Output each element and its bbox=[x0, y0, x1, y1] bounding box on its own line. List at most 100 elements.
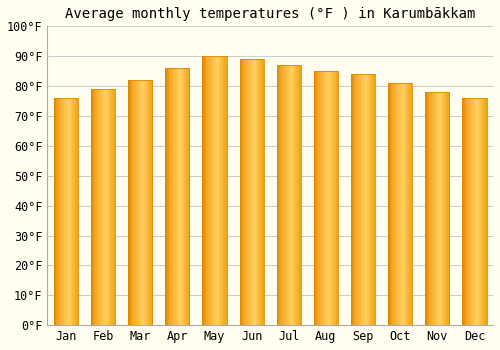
Bar bbox=[470, 98, 472, 325]
Bar bbox=[462, 98, 486, 325]
Bar bbox=[172, 68, 173, 325]
Bar bbox=[134, 80, 135, 325]
Bar bbox=[133, 80, 134, 325]
Bar bbox=[292, 65, 293, 325]
Bar bbox=[188, 68, 189, 325]
Bar bbox=[213, 56, 214, 325]
Bar bbox=[324, 71, 326, 325]
Bar bbox=[94, 89, 96, 325]
Bar bbox=[329, 71, 330, 325]
Bar bbox=[426, 92, 450, 325]
Bar bbox=[388, 83, 412, 325]
Bar bbox=[287, 65, 288, 325]
Bar bbox=[114, 89, 116, 325]
Bar bbox=[75, 98, 76, 325]
Bar bbox=[60, 98, 62, 325]
Bar bbox=[128, 80, 129, 325]
Bar bbox=[469, 98, 470, 325]
Bar bbox=[276, 65, 278, 325]
Bar bbox=[388, 83, 389, 325]
Bar bbox=[202, 56, 203, 325]
Bar bbox=[262, 59, 263, 325]
Bar bbox=[368, 74, 369, 325]
Bar bbox=[400, 83, 401, 325]
Bar bbox=[179, 68, 180, 325]
Bar bbox=[226, 56, 227, 325]
Bar bbox=[295, 65, 296, 325]
Bar bbox=[137, 80, 138, 325]
Bar bbox=[255, 59, 256, 325]
Bar bbox=[172, 68, 174, 325]
Bar bbox=[480, 98, 481, 325]
Bar bbox=[370, 74, 372, 325]
Bar bbox=[332, 71, 334, 325]
Bar bbox=[260, 59, 262, 325]
Bar bbox=[178, 68, 179, 325]
Bar bbox=[436, 92, 438, 325]
Bar bbox=[410, 83, 411, 325]
Bar bbox=[63, 98, 64, 325]
Bar bbox=[279, 65, 280, 325]
Bar bbox=[322, 71, 324, 325]
Bar bbox=[205, 56, 206, 325]
Bar bbox=[467, 98, 468, 325]
Bar bbox=[182, 68, 183, 325]
Bar bbox=[258, 59, 259, 325]
Bar bbox=[61, 98, 62, 325]
Bar bbox=[363, 74, 364, 325]
Bar bbox=[430, 92, 431, 325]
Bar bbox=[356, 74, 357, 325]
Bar bbox=[354, 74, 355, 325]
Bar bbox=[444, 92, 446, 325]
Bar bbox=[263, 59, 264, 325]
Bar bbox=[447, 92, 448, 325]
Bar bbox=[318, 71, 320, 325]
Bar bbox=[351, 74, 352, 325]
Bar bbox=[408, 83, 410, 325]
Bar bbox=[57, 98, 58, 325]
Bar bbox=[351, 74, 375, 325]
Bar bbox=[67, 98, 68, 325]
Bar bbox=[394, 83, 395, 325]
Bar bbox=[102, 89, 104, 325]
Bar bbox=[314, 71, 338, 325]
Bar bbox=[225, 56, 226, 325]
Bar bbox=[110, 89, 112, 325]
Bar bbox=[208, 56, 209, 325]
Bar bbox=[184, 68, 185, 325]
Bar bbox=[428, 92, 430, 325]
Bar bbox=[70, 98, 71, 325]
Bar bbox=[434, 92, 435, 325]
Bar bbox=[482, 98, 484, 325]
Bar bbox=[209, 56, 210, 325]
Bar bbox=[364, 74, 365, 325]
Bar bbox=[170, 68, 171, 325]
Bar bbox=[107, 89, 108, 325]
Bar bbox=[314, 71, 315, 325]
Bar bbox=[336, 71, 338, 325]
Bar bbox=[438, 92, 439, 325]
Bar bbox=[251, 59, 252, 325]
Bar bbox=[217, 56, 218, 325]
Bar bbox=[174, 68, 175, 325]
Bar bbox=[481, 98, 482, 325]
Bar bbox=[99, 89, 100, 325]
Bar bbox=[259, 59, 260, 325]
Bar bbox=[100, 89, 101, 325]
Bar bbox=[294, 65, 296, 325]
Bar bbox=[224, 56, 225, 325]
Bar bbox=[288, 65, 289, 325]
Bar bbox=[246, 59, 247, 325]
Bar bbox=[442, 92, 443, 325]
Bar bbox=[333, 71, 334, 325]
Title: Average monthly temperatures (°F ) in Karumbākkam: Average monthly temperatures (°F ) in Ka… bbox=[65, 7, 476, 21]
Bar bbox=[243, 59, 244, 325]
Bar bbox=[150, 80, 152, 325]
Bar bbox=[104, 89, 106, 325]
Bar bbox=[366, 74, 368, 325]
Bar bbox=[484, 98, 485, 325]
Bar bbox=[66, 98, 67, 325]
Bar bbox=[402, 83, 403, 325]
Bar bbox=[298, 65, 300, 325]
Bar bbox=[389, 83, 390, 325]
